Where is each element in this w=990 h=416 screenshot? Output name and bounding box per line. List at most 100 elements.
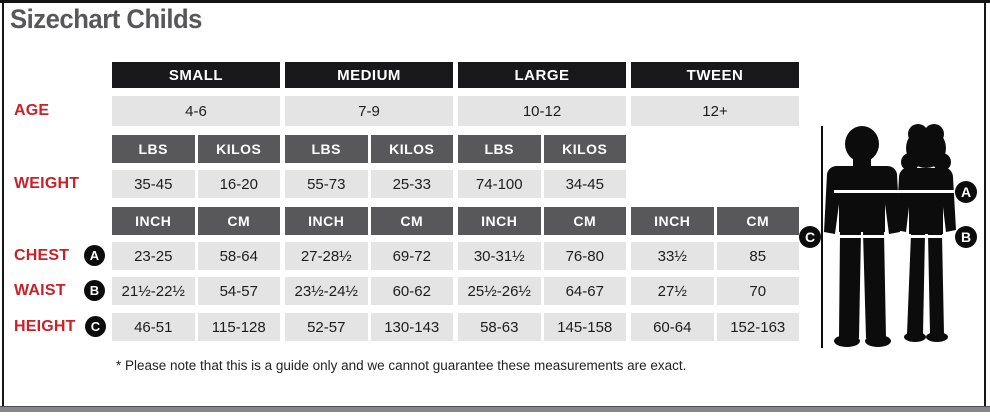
height-tween: 60-64 152-163 <box>631 313 799 341</box>
height-cm-value: 145-158 <box>543 313 626 341</box>
weight-lbs-value: 35-45 <box>112 170 195 198</box>
measure-units-large: INCH CM <box>458 207 626 235</box>
row-label-weight: WEIGHT <box>14 175 80 192</box>
chest-inch-value: 33½ <box>631 242 714 270</box>
height-large: 58-63 145-158 <box>458 313 626 341</box>
size-group-large: LARGE <box>458 62 626 88</box>
cm-header: CM <box>197 207 280 235</box>
inch-header: INCH <box>458 207 541 235</box>
height-inch-value: 58-63 <box>458 313 541 341</box>
waist-inch-value: 25½-26½ <box>458 277 541 305</box>
row-label-age: AGE <box>14 102 50 119</box>
cm-header: CM <box>543 207 626 235</box>
weight-kilos-value: 34-45 <box>543 170 626 198</box>
lbs-header: LBS <box>458 135 541 163</box>
size-header-label: TWEEN <box>631 62 799 88</box>
weight-kilos-value: 16-20 <box>197 170 280 198</box>
measure-units-small: INCH CM <box>112 207 280 235</box>
weight-small: 35-45 16-20 <box>112 170 280 198</box>
row-label-waist: WAIST <box>14 282 66 299</box>
bottom-bar <box>0 406 990 412</box>
measure-units-medium: INCH CM <box>285 207 453 235</box>
age-medium: 7-9 <box>285 96 453 126</box>
age-small: 4-6 <box>112 96 280 126</box>
size-group-medium: MEDIUM <box>285 62 453 88</box>
chest-large: 30-31½ 76-80 <box>458 242 626 270</box>
lbs-header: LBS <box>285 135 368 163</box>
height-cm-value: 115-128 <box>197 313 280 341</box>
chest-cm-value: 76-80 <box>543 242 626 270</box>
inch-header: INCH <box>285 207 368 235</box>
kilos-header: KILOS <box>543 135 626 163</box>
chest-inch-value: 27-28½ <box>285 242 368 270</box>
left-border <box>2 0 4 409</box>
inch-header: INCH <box>112 207 195 235</box>
size-header-label: SMALL <box>112 62 280 88</box>
waist-cm-value: 54-57 <box>197 277 280 305</box>
waist-inch-value: 27½ <box>631 277 714 305</box>
inch-header: INCH <box>631 207 714 235</box>
weight-lbs-value: 74-100 <box>458 170 541 198</box>
figure-waist-marker: B <box>955 226 977 248</box>
measure-units-row: INCH CM INCH CM INCH CM INCH CM <box>112 207 799 235</box>
waist-large: 25½-26½ 64-67 <box>458 277 626 305</box>
page-title: Sizechart Childs <box>10 4 202 34</box>
height-inch-value: 60-64 <box>631 313 714 341</box>
weight-units-large: LBS KILOS <box>458 135 626 163</box>
children-silhouette-figure: A B C <box>799 124 977 348</box>
waist-measure-line <box>834 235 956 238</box>
chest-inch-value: 23-25 <box>112 242 195 270</box>
age-large: 10-12 <box>458 96 626 126</box>
measure-units-tween: INCH CM <box>631 207 799 235</box>
waist-inch-value: 21½-22½ <box>112 277 195 305</box>
waist-tween: 27½ 70 <box>631 277 799 305</box>
weight-medium: 55-73 25-33 <box>285 170 453 198</box>
waist-row: 21½-22½ 54-57 23½-24½ 60-62 25½-26½ 64-6… <box>112 277 799 305</box>
weight-units-row: LBS KILOS LBS KILOS LBS KILOS <box>112 135 796 163</box>
weight-tween-empty <box>631 170 799 198</box>
waist-cm-value: 64-67 <box>543 277 626 305</box>
chest-inch-value: 30-31½ <box>458 242 541 270</box>
boy-silhouette <box>824 126 900 347</box>
footnote: * Please note that this is a guide only … <box>116 358 687 373</box>
height-row: 46-51 115-128 52-57 130-143 58-63 145-15… <box>112 313 799 341</box>
age-value: 10-12 <box>458 96 626 126</box>
height-inch-value: 52-57 <box>285 313 368 341</box>
figure-chest-marker-letter: A <box>961 184 971 200</box>
row-label-height: HEIGHT <box>14 318 76 335</box>
height-marker-badge: C <box>85 316 106 337</box>
figure-height-marker-letter: C <box>805 229 815 245</box>
waist-medium: 23½-24½ 60-62 <box>285 277 453 305</box>
height-small: 46-51 115-128 <box>112 313 280 341</box>
row-label-chest: CHEST <box>14 247 70 264</box>
weight-large: 74-100 34-45 <box>458 170 626 198</box>
size-group-tween: TWEEN <box>631 62 799 88</box>
weight-units-tween-empty <box>631 135 799 163</box>
size-group-small: SMALL <box>112 62 280 88</box>
size-header-label: LARGE <box>458 62 626 88</box>
chest-marker-badge: A <box>84 245 105 266</box>
chest-cm-value: 69-72 <box>370 242 453 270</box>
age-value: 4-6 <box>112 96 280 126</box>
chest-cm-value: 58-64 <box>197 242 280 270</box>
weight-row: 35-45 16-20 55-73 25-33 74-100 34-45 <box>112 170 796 198</box>
age-tween: 12+ <box>631 96 799 126</box>
figure-chest-marker: A <box>955 181 977 203</box>
chest-measure-line <box>834 190 956 193</box>
figure-waist-marker-letter: B <box>961 229 971 245</box>
right-border <box>984 0 986 409</box>
age-row: 4-6 7-9 10-12 12+ <box>112 96 799 126</box>
waist-cm-value: 60-62 <box>370 277 453 305</box>
lbs-header: LBS <box>112 135 195 163</box>
waist-marker-badge: B <box>84 280 105 301</box>
height-cm-value: 152-163 <box>716 313 799 341</box>
height-inch-value: 46-51 <box>112 313 195 341</box>
age-value: 12+ <box>631 96 799 126</box>
chest-medium: 27-28½ 69-72 <box>285 242 453 270</box>
cm-header: CM <box>370 207 453 235</box>
kilos-header: KILOS <box>370 135 453 163</box>
top-border <box>0 0 990 3</box>
chest-small: 23-25 58-64 <box>112 242 280 270</box>
waist-cm-value: 70 <box>716 277 799 305</box>
